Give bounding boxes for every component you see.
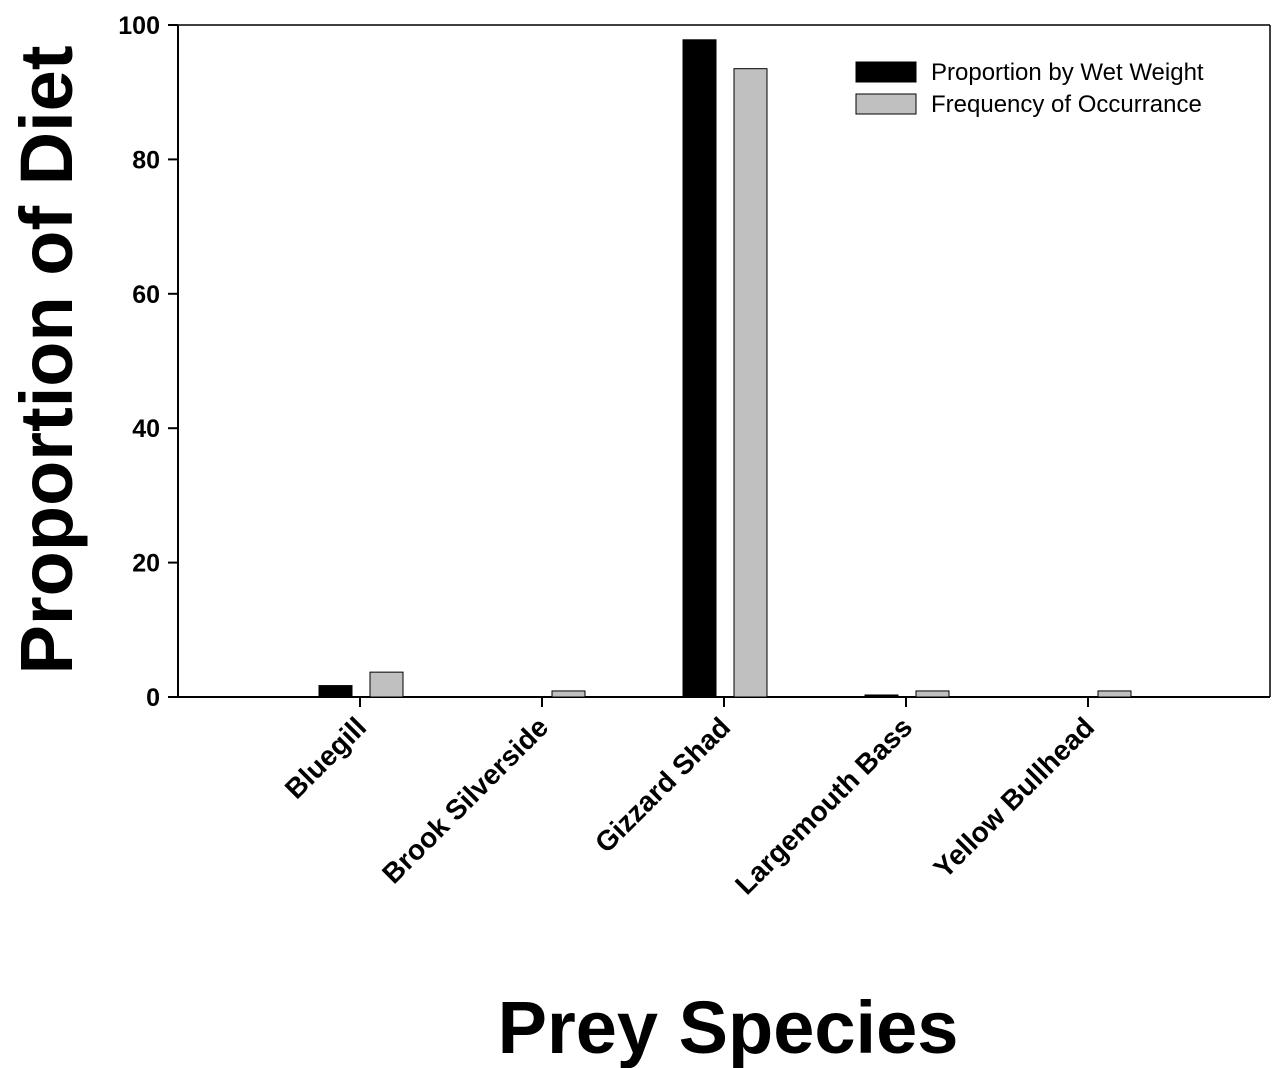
x-tick-label: Bluegill xyxy=(279,711,372,804)
x-tick-label: Yellow Bullhead xyxy=(928,711,1101,884)
bar-frequency xyxy=(733,68,768,698)
bar-frequency xyxy=(551,690,586,698)
bar-frequency xyxy=(915,690,950,698)
x-tick-label: Brook Silverside xyxy=(376,711,554,889)
axes xyxy=(177,24,1271,698)
y-axis-ticks: 0 20 40 60 80 100 xyxy=(118,12,178,712)
bar-wet-weight xyxy=(682,39,717,698)
legend-swatch xyxy=(855,93,917,115)
y-tick-label: 80 xyxy=(132,146,160,174)
bar-wet-weight xyxy=(318,685,353,698)
bar-frequency xyxy=(1097,690,1132,698)
x-tick-label: Gizzard Shad xyxy=(589,711,736,858)
bar-frequency xyxy=(369,671,404,698)
legend-label: Proportion by Wet Weight xyxy=(931,59,1204,86)
legend-label: Frequency of Occurrance xyxy=(931,91,1202,118)
y-tick-label: 100 xyxy=(118,12,160,40)
legend: Proportion by Wet Weight Frequency of Occ… xyxy=(855,59,1204,118)
y-tick-label: 40 xyxy=(132,415,160,443)
y-axis-label: Proportion of Diet xyxy=(5,46,88,675)
x-axis-label: Prey Species xyxy=(498,986,959,1068)
bars xyxy=(318,39,1132,698)
y-tick-label: 20 xyxy=(132,550,160,578)
bar-wet-weight xyxy=(864,694,899,698)
y-tick-label: 60 xyxy=(132,281,160,309)
legend-swatch xyxy=(855,61,917,83)
x-tick-label: Largemouth Bass xyxy=(729,711,918,900)
x-axis-ticks: Bluegill Brook Silverside Gizzard ShadLarg… xyxy=(279,697,1100,900)
y-tick-label: 0 xyxy=(146,684,160,712)
